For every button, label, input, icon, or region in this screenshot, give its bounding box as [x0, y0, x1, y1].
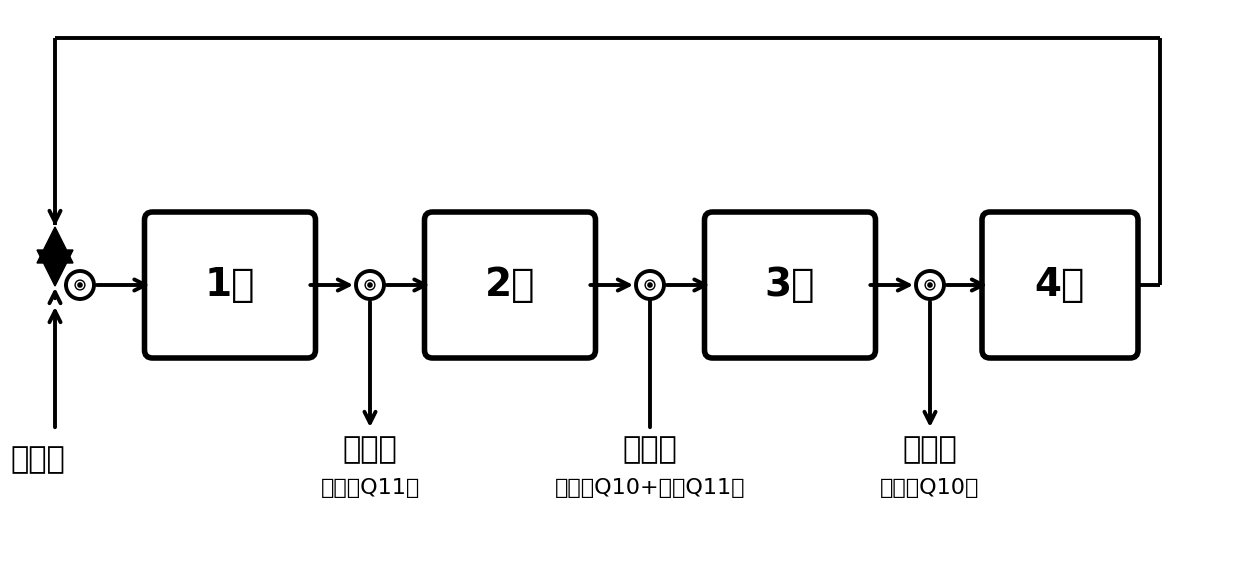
Text: 洗脱剂: 洗脱剂 [10, 445, 64, 475]
Polygon shape [37, 250, 73, 286]
Text: 进料液: 进料液 [622, 436, 677, 464]
Text: 萌余液: 萌余液 [903, 436, 957, 464]
Circle shape [925, 280, 935, 290]
Circle shape [647, 283, 652, 287]
Text: （辅酶Q10+辅酶Q11）: （辅酶Q10+辅酶Q11） [554, 478, 745, 498]
FancyBboxPatch shape [982, 212, 1138, 358]
FancyBboxPatch shape [704, 212, 875, 358]
Text: 2区: 2区 [485, 266, 536, 304]
Circle shape [66, 271, 94, 299]
Text: 萌取液: 萌取液 [342, 436, 397, 464]
Circle shape [636, 271, 663, 299]
Text: （辅酶Q10）: （辅酶Q10） [880, 478, 980, 498]
Circle shape [78, 283, 82, 287]
Text: 4区: 4区 [1035, 266, 1085, 304]
Circle shape [356, 271, 384, 299]
Circle shape [76, 280, 84, 290]
Circle shape [916, 271, 944, 299]
Text: （辅酶Q11）: （辅酶Q11） [320, 478, 419, 498]
FancyBboxPatch shape [424, 212, 595, 358]
Polygon shape [37, 227, 73, 263]
Circle shape [645, 280, 655, 290]
Circle shape [928, 283, 932, 287]
Text: 1区: 1区 [205, 266, 255, 304]
FancyBboxPatch shape [145, 212, 315, 358]
Circle shape [365, 280, 374, 290]
Text: 3区: 3区 [765, 266, 815, 304]
Circle shape [368, 283, 372, 287]
